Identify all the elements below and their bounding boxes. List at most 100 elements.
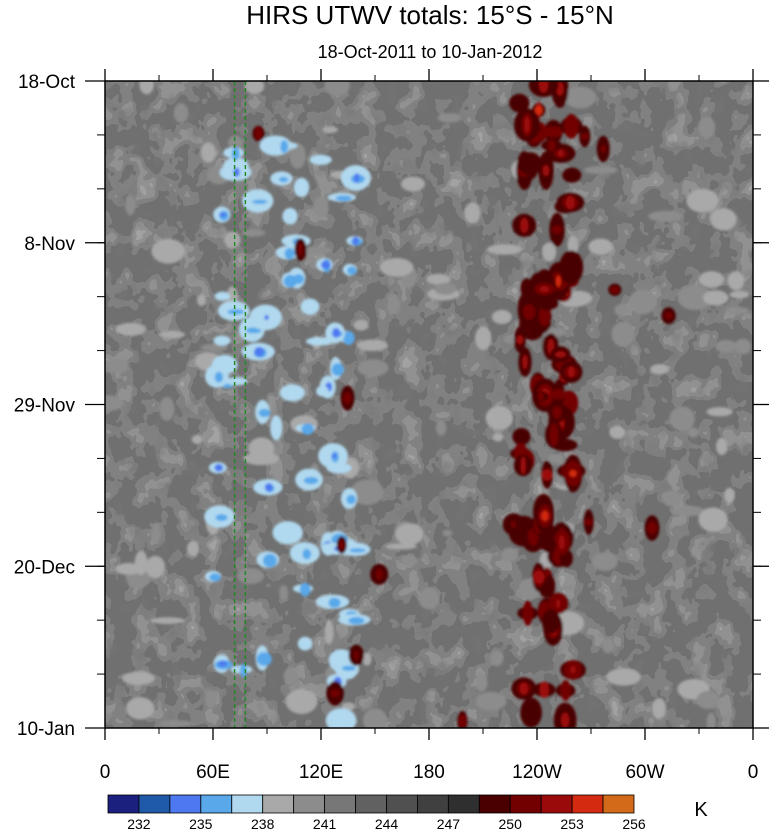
field-blob (568, 366, 575, 378)
field-blob (264, 314, 269, 321)
field-blob (126, 697, 155, 720)
field-blob (650, 364, 669, 375)
field-blob (263, 553, 277, 568)
field-blob (367, 481, 380, 498)
field-blob (552, 406, 562, 419)
field-blob (308, 255, 318, 270)
colorbar: 232 235 238 241 244 247 250 253 256 K (107, 794, 708, 830)
field-blob (228, 135, 244, 150)
field-blob (534, 105, 543, 115)
field-blob (354, 173, 360, 183)
field-blob (542, 242, 557, 262)
field-blob (331, 363, 344, 376)
field-blob (159, 396, 175, 421)
field-blob (522, 600, 533, 626)
field-blob (647, 521, 657, 535)
heatmap-field (105, 81, 753, 728)
colorbar-swatch (478, 794, 511, 814)
field-blob (677, 285, 713, 311)
colorbar-label: 232 (127, 816, 151, 830)
field-blob (105, 395, 124, 412)
field-blob (187, 540, 200, 557)
field-blob (664, 312, 673, 320)
colorbar-label: 247 (437, 816, 461, 830)
field-blob (516, 335, 524, 345)
colorbar-label: 253 (560, 816, 584, 830)
field-blob (139, 81, 154, 95)
field-blob (592, 552, 618, 571)
field-blob (556, 599, 561, 608)
y-tick-label: 29-Nov (14, 396, 76, 417)
field-blob (464, 202, 481, 224)
field-blob (303, 477, 319, 485)
field-blob (562, 167, 582, 183)
field-blob (200, 343, 228, 352)
field-blob (214, 464, 224, 472)
field-blob (509, 93, 530, 113)
field-blob (237, 568, 265, 584)
field-blob (671, 505, 705, 517)
colorbar-label: 250 (499, 816, 523, 830)
field-blob (159, 720, 194, 727)
field-blob (326, 462, 352, 474)
field-blob (564, 113, 579, 139)
field-blob (706, 712, 716, 728)
colorbar-label: 241 (313, 816, 337, 830)
field-blob (316, 385, 329, 397)
field-blob (150, 617, 185, 624)
field-blob (533, 570, 545, 584)
colorbar-swatch (355, 794, 387, 814)
field-blob (125, 194, 136, 216)
field-blob (279, 585, 289, 601)
colorbar-swatch (602, 794, 635, 814)
reference-lines (233, 81, 247, 728)
field-blob (401, 176, 425, 192)
field-blob (600, 144, 606, 153)
field-blob (517, 152, 542, 176)
field-blob (105, 361, 126, 372)
chart-title: HIRS UTWV totals: 15°S - 15°N (246, 0, 614, 30)
field-blob (715, 340, 737, 353)
field-blob (254, 346, 264, 357)
field-blob (548, 453, 563, 464)
field-blob (539, 81, 549, 93)
field-blob (554, 351, 567, 358)
field-blob (628, 289, 658, 315)
field-blob (225, 377, 248, 386)
field-blob (325, 81, 350, 96)
field-blob (298, 242, 303, 256)
field-blob (475, 674, 488, 692)
x-tick-label: 180 (413, 762, 445, 783)
field-blob (539, 285, 550, 293)
field-blob (258, 408, 271, 418)
field-blob (559, 250, 584, 285)
field-blob (609, 425, 626, 439)
field-blob (442, 529, 453, 537)
field-blob (328, 597, 341, 608)
field-blob (418, 587, 440, 610)
field-blob (299, 582, 311, 597)
field-blob (400, 555, 418, 566)
field-blob (352, 236, 359, 246)
field-blob (490, 650, 504, 667)
field-blob (214, 291, 231, 301)
field-blob (552, 389, 566, 400)
field-blob (302, 548, 312, 560)
field-blob (342, 331, 355, 345)
x-tick-label: 120E (299, 762, 343, 783)
field-blob (434, 282, 457, 295)
colorbar-swatch (447, 794, 480, 814)
field-blob (729, 290, 750, 299)
colorbar-unit: K (694, 799, 708, 821)
field-blob (716, 437, 728, 456)
field-blob (606, 668, 641, 686)
field-blob (588, 238, 613, 255)
field-blob (710, 208, 737, 231)
field-blob (215, 514, 228, 521)
field-blob (501, 547, 518, 562)
field-blob (362, 708, 388, 728)
field-blob (348, 617, 365, 625)
field-blob (522, 354, 528, 370)
field-blob (332, 328, 341, 338)
field-blob (240, 663, 247, 678)
